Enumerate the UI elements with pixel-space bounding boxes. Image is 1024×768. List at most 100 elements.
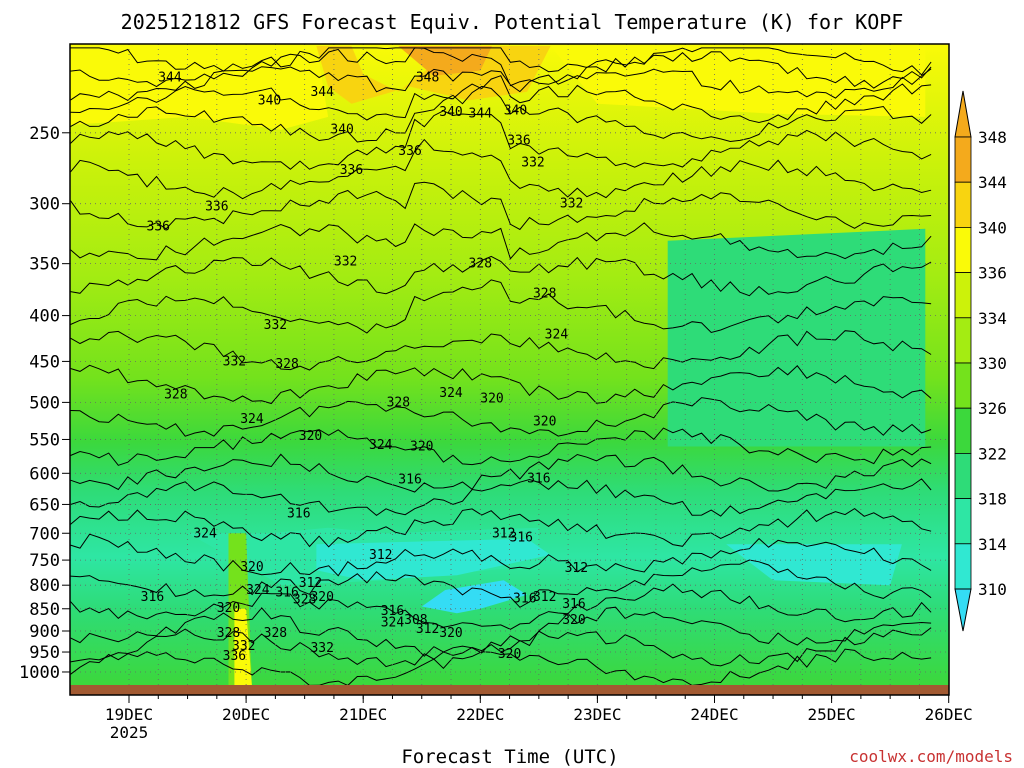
colorbar-segment [954,317,972,364]
contour-label: 344 [158,71,182,86]
colorbar-segment [954,272,972,319]
contour-line [70,181,932,231]
contour-label: 316 [287,506,310,521]
region-314-b [726,544,902,586]
colorbar-segment [954,498,972,545]
contour-label: 328 [469,257,492,272]
contour-label: 312 [492,526,515,541]
y-tick-label: 800 [29,576,60,596]
y-tick-label: 450 [29,352,60,372]
contour-label: 332 [264,318,287,333]
contour-label: 316 [513,592,536,607]
contour-label: 336 [223,649,246,664]
contour-label: 336 [507,133,530,148]
contour-label: 340 [504,103,527,118]
y-tick-label: 300 [29,195,60,215]
x-axis: 19DEC 20DEC 21DEC 22DEC 23DEC 24DEC 25DEC 26DEC [105,695,973,724]
contour-label: 316 [562,597,585,612]
contour-line [70,397,932,437]
colorbar-segment [954,452,972,499]
contour-line [70,559,932,608]
y-tick-label: 600 [29,464,60,484]
contour-label: 316 [398,473,421,488]
contour-line [70,478,932,517]
contour-line [70,85,932,143]
contour-label: 328 [275,357,298,372]
contour-label: 336 [147,219,170,234]
y-tick-label: 700 [29,524,60,544]
contour-label: 328 [164,388,187,403]
x-tick-label: 20DEC [222,705,270,724]
colorbar-segment [954,181,972,228]
contour-line [70,427,932,466]
contour-line [70,648,932,686]
contour-label: 332 [521,156,544,171]
colorbar-label: 330 [978,354,1007,373]
ground-surface [70,685,949,695]
contour-line [70,75,932,124]
contour-label: 340 [439,105,462,120]
contour-label: 320 [410,439,433,454]
y-tick-label: 650 [29,495,60,515]
x-tick-label: 22DEC [456,705,504,724]
contour-label: 316 [527,471,550,486]
contour-label: 324 [381,615,405,630]
contour-line [70,533,932,577]
y-tick-label: 850 [29,600,60,620]
y-tick-label: 500 [29,393,60,413]
x-tick-label: 23DEC [573,705,621,724]
region-340-left [70,46,329,130]
region-340-col [234,608,252,688]
colorbar-label: 322 [978,444,1007,463]
contour-label: 312 [565,561,588,576]
contour-label: 336 [205,199,228,214]
colorbar-segment [954,226,972,273]
colorbar-label: 340 [978,218,1007,237]
contour-line [70,66,932,102]
grid-lines [70,44,949,695]
x-year-label: 2025 [110,723,149,742]
contour-label: 332 [223,354,246,369]
x-tick-label: 24DEC [690,705,738,724]
contour-label: 320 [533,414,556,429]
contour-label: 328 [293,593,316,608]
region-314-a [316,538,551,581]
y-tick-label: 350 [29,255,60,275]
color-regions [70,46,926,688]
y-tick-label: 250 [29,124,60,144]
colorbar-segment [954,407,972,454]
contour-label: 324 [369,438,393,453]
contour-label: 332 [310,641,333,656]
contour-label: 320 [498,647,521,662]
region-348 [398,46,492,76]
contour-label: 328 [264,626,287,641]
contour-label: 336 [398,144,421,159]
contour-label: 320 [299,429,322,444]
contour-label: 324 [246,583,270,598]
colorbar-label: 314 [978,535,1007,554]
colorbar-segment [954,362,972,409]
contour-label: 324 [545,328,569,343]
contour-label: 344 [310,85,334,100]
contour-label: 320 [562,613,585,628]
contour-label: 320 [217,601,240,616]
x-axis-label: Forecast Time (UTC) [401,746,618,768]
contour-label: 320 [310,590,333,605]
chart-title: 2025121812 GFS Forecast Equiv. Potential… [121,10,904,34]
contour-label: 344 [469,107,493,122]
contour-label: 340 [258,93,281,108]
x-tick-label: 19DEC [105,705,153,724]
contour-line [70,47,932,89]
contour-label: 320 [240,560,263,575]
x-tick-label: 26DEC [925,705,973,724]
contour-label: 316 [141,590,164,605]
contour-line [70,583,932,630]
contour-line [70,330,932,371]
y-tick-label: 400 [29,307,60,327]
region-322-right [667,228,926,447]
colorbar-label: 344 [978,173,1007,192]
colorbar-label: 310 [978,580,1007,599]
contour-label: 308 [404,613,427,628]
x-tick-label: 25DEC [808,705,856,724]
